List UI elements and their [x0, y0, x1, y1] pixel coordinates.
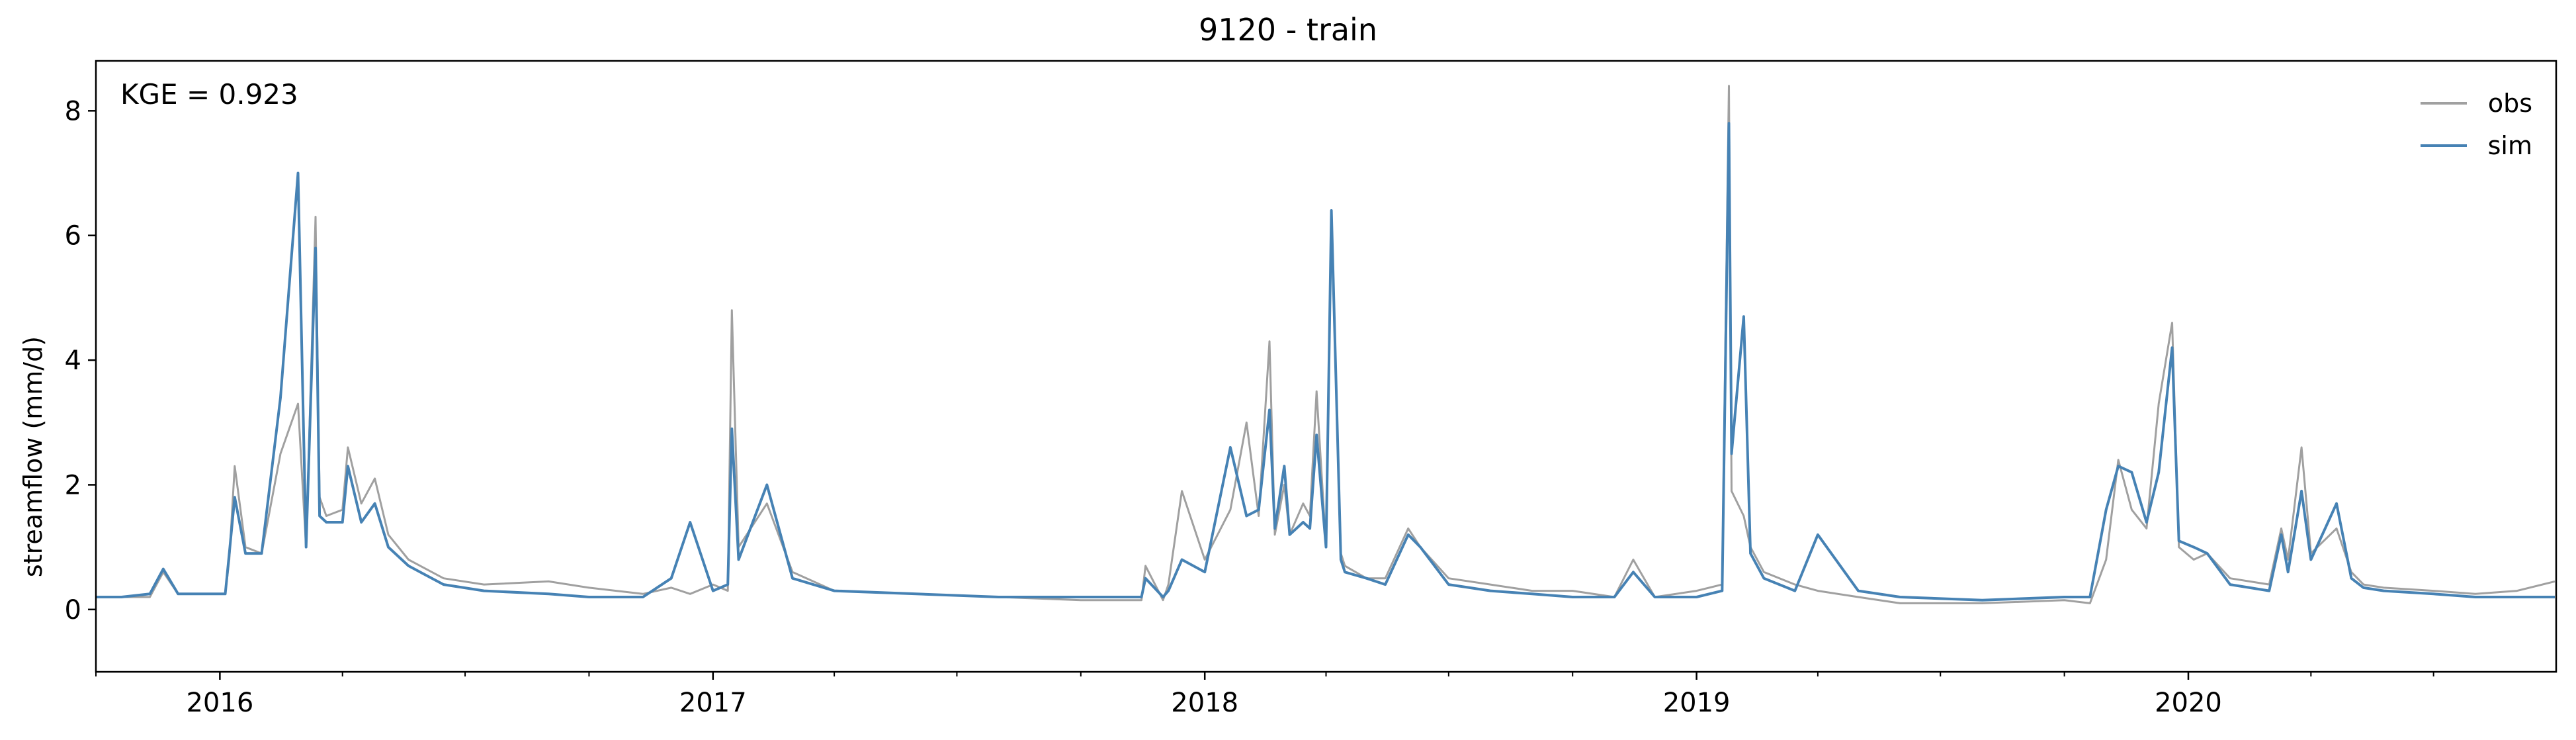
x-tick-label-2020: 2020	[2155, 688, 2222, 718]
chart-title: 9120 - train	[1199, 12, 1377, 48]
y-tick-label-8: 8	[65, 96, 81, 126]
x-tick-label-2017: 2017	[679, 688, 747, 718]
legend-entry-sim: sim	[2420, 124, 2532, 167]
y-tick-label-4: 4	[65, 346, 81, 376]
y-tick-label-0: 0	[65, 595, 81, 625]
legend-swatch-sim	[2420, 144, 2467, 147]
legend-label-sim: sim	[2487, 131, 2532, 160]
kge-annotation: KGE = 0.923	[120, 78, 298, 111]
y-tick-label-2: 2	[65, 470, 81, 500]
legend-swatch-obs	[2420, 102, 2467, 105]
series-line-sim	[96, 122, 2555, 602]
legend: obs sim	[2420, 82, 2532, 167]
x-tick-label-2018: 2018	[1171, 688, 1238, 718]
plot-frame	[95, 60, 2557, 673]
legend-entry-obs: obs	[2420, 82, 2532, 124]
y-tick-label-6: 6	[65, 221, 81, 252]
legend-label-obs: obs	[2487, 89, 2532, 118]
x-tick-label-2019: 2019	[1663, 688, 1731, 718]
x-tick-label-2016: 2016	[186, 688, 253, 718]
